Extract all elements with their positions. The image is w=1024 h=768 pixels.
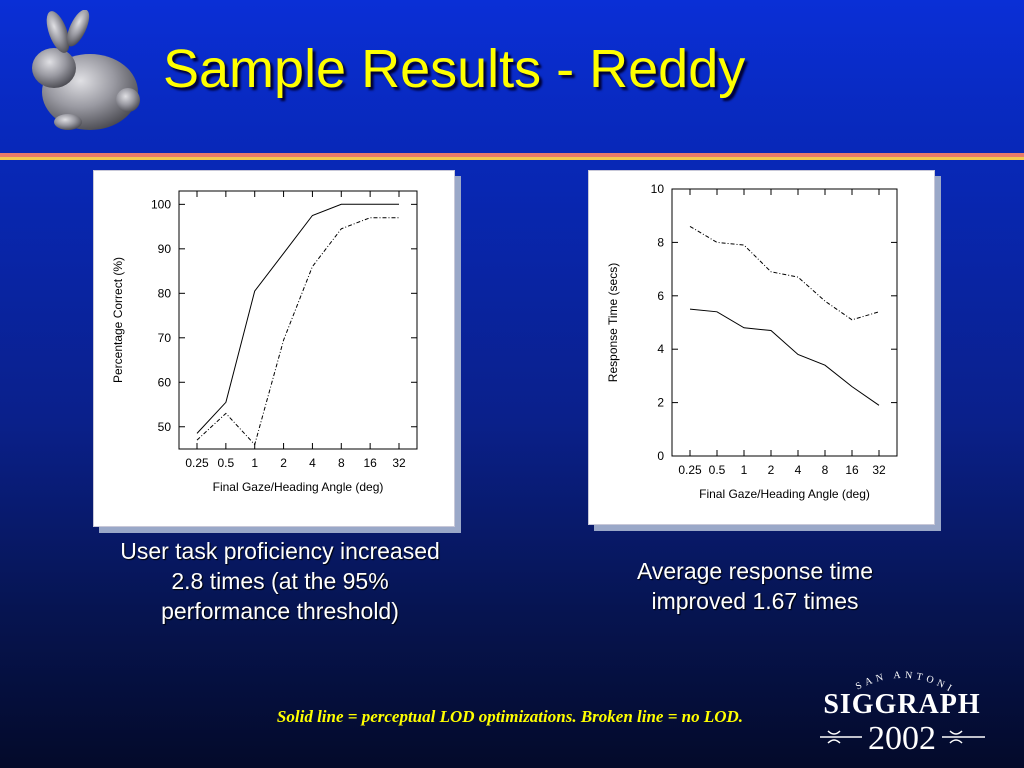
caption-line: Average response time bbox=[636, 558, 874, 584]
caption-line: performance threshold) bbox=[161, 598, 399, 624]
x-tick-label: 2 bbox=[280, 456, 287, 470]
x-axis-label: Final Gaze/Heading Angle (deg) bbox=[699, 487, 870, 501]
caption-line: improved 1.67 times bbox=[651, 588, 859, 614]
caption-line: 2.8 times (at the 95% bbox=[171, 568, 389, 594]
y-tick-label: 50 bbox=[158, 420, 172, 434]
series-line-dashed bbox=[196, 217, 399, 446]
x-tick-label: 16 bbox=[845, 463, 859, 477]
y-tick-label: 4 bbox=[657, 342, 664, 356]
y-tick-label: 8 bbox=[657, 235, 664, 249]
y-tick-label: 6 bbox=[657, 289, 664, 303]
chart-card-response-time: 0 2 4 6 8 10 0.25 0.5 1 2 4 8 16 32 Final Gaze/Heading… bbox=[588, 170, 935, 525]
chart-card-percentage-correct: 50 60 70 80 90 100 0.25 0.5 1 2 4 8 16 32 Final Gaze/H… bbox=[93, 170, 455, 527]
series-line-solid bbox=[196, 203, 399, 434]
plot-frame bbox=[178, 190, 418, 450]
x-tick-label: 2 bbox=[768, 463, 775, 477]
y-tick-label: 60 bbox=[158, 375, 172, 389]
footnote-legend: Solid line = perceptual LOD optimization… bbox=[276, 707, 744, 726]
siggraph-logo: SAN ANTONIO SIGGRAPH 2002 bbox=[790, 655, 985, 757]
caption-proficiency: User task proficiency increased 2.8 time… bbox=[60, 536, 500, 626]
x-tick-label: 0.5 bbox=[709, 463, 726, 477]
x-tick-label: 0.5 bbox=[218, 456, 235, 470]
y-tick-label: 90 bbox=[158, 242, 172, 256]
x-tick-label: 16 bbox=[363, 456, 377, 470]
y-tick-label: 0 bbox=[657, 449, 664, 463]
x-tick-label: 0.25 bbox=[678, 463, 702, 477]
x-tick-label: 8 bbox=[338, 456, 345, 470]
y-tick-label: 10 bbox=[651, 182, 665, 196]
x-tick-label: 8 bbox=[822, 463, 829, 477]
chart-percentage-correct: 50 60 70 80 90 100 0.25 0.5 1 2 4 8 16 32 Final Gaze/H… bbox=[111, 190, 418, 494]
logo-name-text: SIGGRAPH bbox=[823, 689, 980, 720]
logo-year-text: 2002 bbox=[868, 720, 936, 757]
x-axis-label: Final Gaze/Heading Angle (deg) bbox=[213, 480, 384, 494]
x-tick-label: 0.25 bbox=[185, 456, 209, 470]
plot-frame bbox=[671, 188, 898, 457]
y-axis-label: Percentage Correct (%) bbox=[111, 257, 125, 383]
title-divider-red bbox=[0, 153, 1024, 157]
series-line-dashed bbox=[689, 225, 880, 321]
x-tick-label: 1 bbox=[251, 456, 258, 470]
series-line-solid bbox=[689, 308, 880, 406]
x-tick-label: 32 bbox=[872, 463, 886, 477]
y-axis-label: Response Time (secs) bbox=[606, 263, 620, 382]
y-tick-label: 70 bbox=[158, 331, 172, 345]
x-tick-label: 1 bbox=[741, 463, 748, 477]
title-divider-yellow bbox=[0, 157, 1024, 160]
stanford-bunny-icon bbox=[32, 10, 140, 130]
caption-line: User task proficiency increased bbox=[120, 538, 440, 564]
y-tick-label: 2 bbox=[657, 396, 664, 410]
x-tick-label: 32 bbox=[392, 456, 406, 470]
caption-response-time: Average response time improved 1.67 time… bbox=[570, 556, 940, 616]
x-tick-label: 4 bbox=[309, 456, 316, 470]
y-tick-label: 80 bbox=[158, 286, 172, 300]
slide-title: Sample Results - Reddy bbox=[163, 39, 746, 99]
x-tick-label: 4 bbox=[795, 463, 802, 477]
y-tick-label: 100 bbox=[151, 197, 171, 211]
